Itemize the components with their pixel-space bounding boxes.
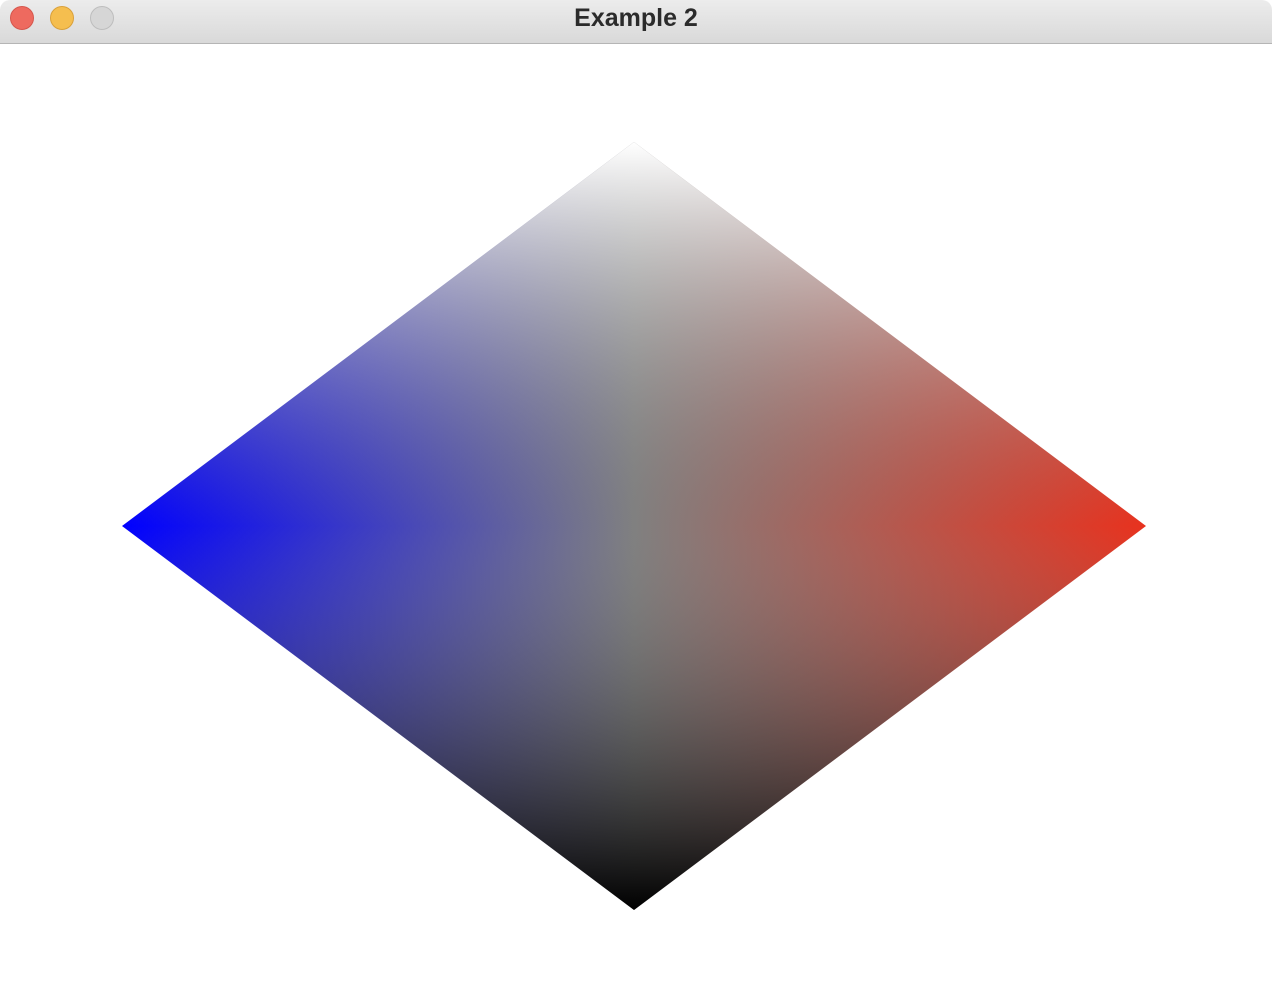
drawing-canvas [0,45,1272,1004]
title-bar[interactable]: Example 2 [0,0,1272,44]
window-title: Example 2 [574,4,698,32]
gradient-diamond [122,142,1146,910]
zoom-button[interactable] [90,6,114,30]
minimize-button[interactable] [50,6,74,30]
close-button[interactable] [10,6,34,30]
diamond-vertical-gradient [122,142,1146,910]
